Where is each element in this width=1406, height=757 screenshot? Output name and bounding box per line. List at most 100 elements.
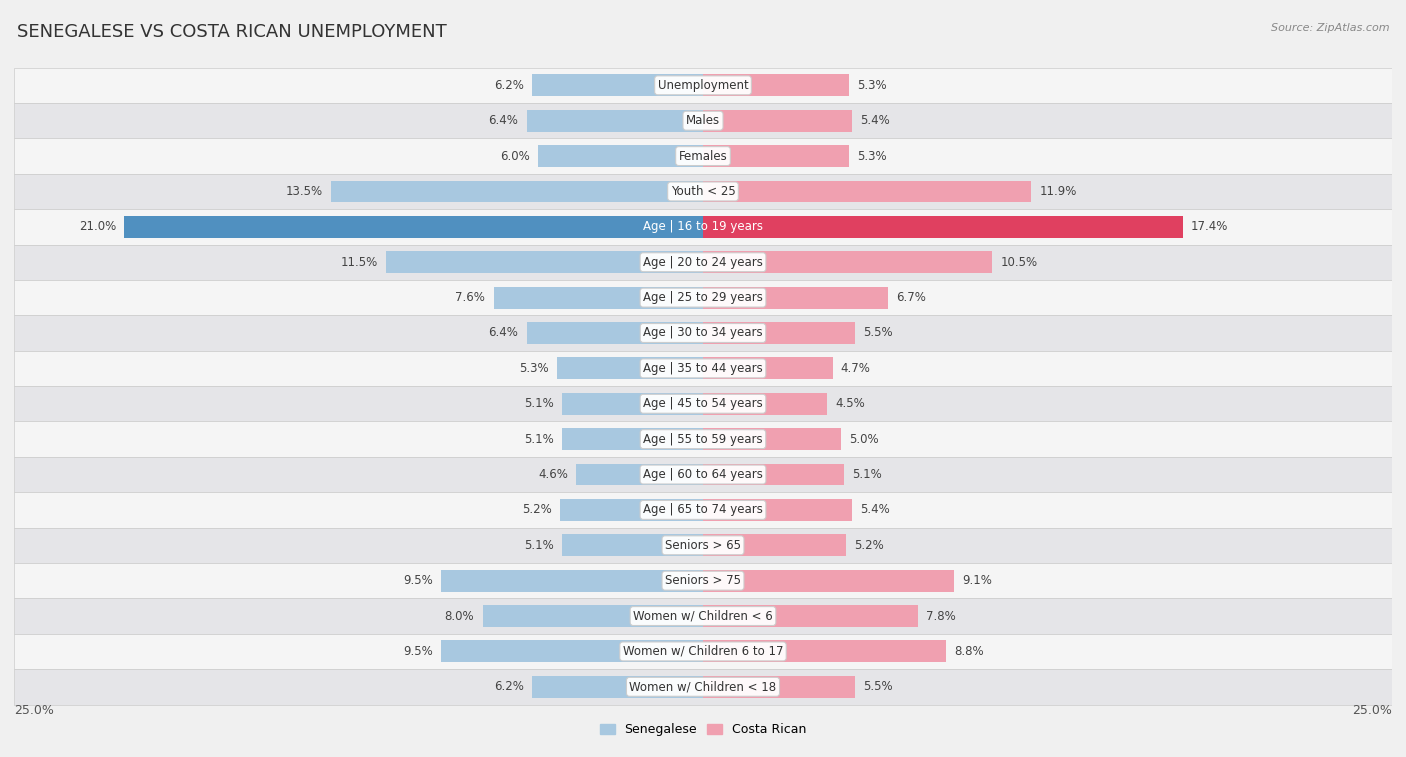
- FancyBboxPatch shape: [14, 245, 1392, 280]
- Text: 5.3%: 5.3%: [519, 362, 548, 375]
- FancyBboxPatch shape: [14, 563, 1392, 598]
- Bar: [560, 499, 703, 521]
- Text: Women w/ Children < 18: Women w/ Children < 18: [630, 681, 776, 693]
- Text: 13.5%: 13.5%: [285, 185, 323, 198]
- Text: 5.5%: 5.5%: [863, 681, 893, 693]
- Text: SENEGALESE VS COSTA RICAN UNEMPLOYMENT: SENEGALESE VS COSTA RICAN UNEMPLOYMENT: [17, 23, 447, 41]
- FancyBboxPatch shape: [14, 280, 1392, 316]
- Bar: [703, 534, 846, 556]
- Bar: [557, 357, 703, 379]
- Bar: [562, 393, 703, 415]
- Bar: [537, 145, 703, 167]
- FancyBboxPatch shape: [14, 669, 1392, 705]
- Bar: [703, 640, 945, 662]
- Text: Age | 30 to 34 years: Age | 30 to 34 years: [643, 326, 763, 339]
- Bar: [527, 110, 703, 132]
- Text: Age | 55 to 59 years: Age | 55 to 59 years: [643, 433, 763, 446]
- Bar: [703, 251, 993, 273]
- Text: 4.7%: 4.7%: [841, 362, 870, 375]
- Text: 17.4%: 17.4%: [1191, 220, 1229, 233]
- Text: 4.5%: 4.5%: [835, 397, 865, 410]
- Bar: [330, 180, 703, 202]
- Bar: [494, 287, 703, 309]
- Bar: [703, 74, 849, 96]
- Text: Males: Males: [686, 114, 720, 127]
- Text: 5.1%: 5.1%: [524, 539, 554, 552]
- Text: Age | 45 to 54 years: Age | 45 to 54 years: [643, 397, 763, 410]
- Bar: [703, 110, 852, 132]
- Bar: [703, 428, 841, 450]
- FancyBboxPatch shape: [14, 350, 1392, 386]
- Bar: [703, 322, 855, 344]
- Bar: [703, 499, 852, 521]
- Text: 9.5%: 9.5%: [404, 574, 433, 587]
- Text: 7.8%: 7.8%: [927, 609, 956, 622]
- Text: 6.7%: 6.7%: [896, 291, 925, 304]
- Text: Seniors > 65: Seniors > 65: [665, 539, 741, 552]
- Text: 9.5%: 9.5%: [404, 645, 433, 658]
- Bar: [703, 216, 1182, 238]
- Text: 7.6%: 7.6%: [456, 291, 485, 304]
- FancyBboxPatch shape: [14, 598, 1392, 634]
- Bar: [124, 216, 703, 238]
- Text: 5.3%: 5.3%: [858, 150, 887, 163]
- Text: 5.1%: 5.1%: [524, 433, 554, 446]
- Text: 25.0%: 25.0%: [1353, 704, 1392, 718]
- Text: Females: Females: [679, 150, 727, 163]
- Bar: [441, 640, 703, 662]
- Legend: Senegalese, Costa Rican: Senegalese, Costa Rican: [595, 718, 811, 741]
- Text: 11.5%: 11.5%: [340, 256, 378, 269]
- Text: Age | 35 to 44 years: Age | 35 to 44 years: [643, 362, 763, 375]
- Text: Source: ZipAtlas.com: Source: ZipAtlas.com: [1271, 23, 1389, 33]
- Text: Age | 20 to 24 years: Age | 20 to 24 years: [643, 256, 763, 269]
- Bar: [527, 322, 703, 344]
- Bar: [703, 393, 827, 415]
- Text: Women w/ Children < 6: Women w/ Children < 6: [633, 609, 773, 622]
- Text: 8.0%: 8.0%: [444, 609, 474, 622]
- Bar: [562, 534, 703, 556]
- FancyBboxPatch shape: [14, 67, 1392, 103]
- FancyBboxPatch shape: [14, 174, 1392, 209]
- Text: 25.0%: 25.0%: [14, 704, 53, 718]
- Text: 5.4%: 5.4%: [860, 114, 890, 127]
- Bar: [531, 74, 703, 96]
- FancyBboxPatch shape: [14, 316, 1392, 350]
- Bar: [703, 463, 844, 485]
- Bar: [562, 428, 703, 450]
- FancyBboxPatch shape: [14, 422, 1392, 456]
- Text: 6.2%: 6.2%: [494, 681, 524, 693]
- Text: 5.3%: 5.3%: [858, 79, 887, 92]
- Text: 5.2%: 5.2%: [855, 539, 884, 552]
- Bar: [703, 570, 953, 592]
- Text: 21.0%: 21.0%: [79, 220, 117, 233]
- Text: 9.1%: 9.1%: [962, 574, 991, 587]
- Text: Age | 65 to 74 years: Age | 65 to 74 years: [643, 503, 763, 516]
- Text: Youth < 25: Youth < 25: [671, 185, 735, 198]
- Text: 11.9%: 11.9%: [1039, 185, 1077, 198]
- Text: 4.6%: 4.6%: [538, 468, 568, 481]
- Text: Women w/ Children 6 to 17: Women w/ Children 6 to 17: [623, 645, 783, 658]
- Text: 10.5%: 10.5%: [1001, 256, 1038, 269]
- Text: 5.2%: 5.2%: [522, 503, 551, 516]
- Bar: [703, 676, 855, 698]
- Bar: [387, 251, 703, 273]
- Bar: [482, 605, 703, 627]
- FancyBboxPatch shape: [14, 386, 1392, 422]
- FancyBboxPatch shape: [14, 456, 1392, 492]
- Text: Age | 60 to 64 years: Age | 60 to 64 years: [643, 468, 763, 481]
- Bar: [703, 287, 887, 309]
- Bar: [703, 357, 832, 379]
- Bar: [703, 605, 918, 627]
- Bar: [703, 180, 1031, 202]
- Text: 5.1%: 5.1%: [852, 468, 882, 481]
- Text: Age | 16 to 19 years: Age | 16 to 19 years: [643, 220, 763, 233]
- Text: 5.5%: 5.5%: [863, 326, 893, 339]
- FancyBboxPatch shape: [14, 492, 1392, 528]
- Bar: [576, 463, 703, 485]
- Text: 6.4%: 6.4%: [488, 326, 519, 339]
- Text: 6.0%: 6.0%: [499, 150, 530, 163]
- FancyBboxPatch shape: [14, 634, 1392, 669]
- Text: 5.1%: 5.1%: [524, 397, 554, 410]
- Text: 5.0%: 5.0%: [849, 433, 879, 446]
- Text: Unemployment: Unemployment: [658, 79, 748, 92]
